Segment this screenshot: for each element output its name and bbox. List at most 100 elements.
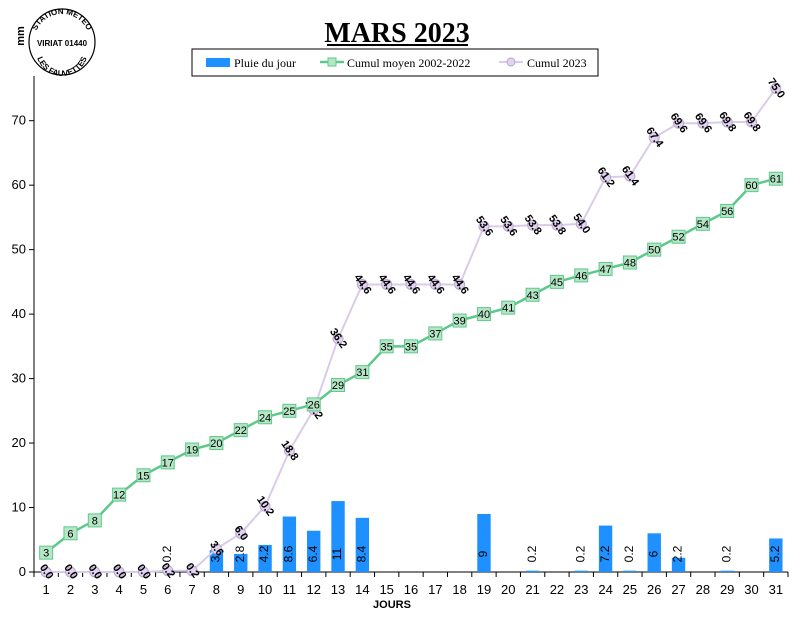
cumul-2023-marker: [113, 566, 125, 578]
x-tick-label: 9: [237, 582, 244, 597]
cumul-2023-marker: [721, 116, 733, 128]
rain-bar: [525, 570, 540, 572]
x-tick-label: 21: [525, 582, 539, 597]
cumul-2023-marker: [527, 219, 539, 231]
logo-middle-text: VIRIAT 01440: [37, 39, 88, 48]
cumul-average-data-label: 46: [575, 270, 587, 282]
x-tick-label: 11: [283, 582, 297, 597]
cumul-2023-marker: [259, 500, 271, 512]
rain-bar: [209, 550, 224, 572]
cumul-average-data-label: 35: [405, 341, 417, 353]
cumul-2023-data-label: 75.0: [765, 76, 787, 100]
y-tick-label: 40: [12, 306, 26, 321]
cumul-2023-marker: [429, 278, 441, 290]
rain-data-label: 9: [476, 550, 490, 557]
rain-data-label: 4.2: [257, 545, 271, 562]
chart-title: MARS 2023: [324, 18, 469, 49]
x-tick-label: 20: [501, 582, 515, 597]
cumul-average-data-label: 39: [454, 316, 466, 328]
rain-data-label: 11: [330, 547, 344, 560]
cumul-average-data-label: 29: [332, 380, 344, 392]
station-logo: STATION METEO VIRIAT 01440 LES FAUVETTES: [28, 7, 96, 78]
rain-bar: [331, 501, 345, 572]
x-tick-label: 8: [213, 582, 220, 597]
y-tick-label: 20: [12, 435, 26, 450]
cumul-average-data-label: 47: [599, 264, 611, 276]
cumul-average-marker: [233, 423, 248, 438]
cumul-average-marker: [112, 487, 127, 502]
rain-bar: [720, 570, 734, 572]
cumul-average-data-label: 61: [770, 174, 782, 186]
legend: Pluie du jour Cumul moyen 2002-2022 Cumu…: [191, 48, 599, 77]
x-tick-label: 31: [769, 582, 783, 597]
y-tick-label: 50: [12, 242, 26, 257]
cumul-average-marker: [160, 455, 175, 470]
cumul-2023-data-label: 69.6: [668, 111, 690, 135]
cumul-2023-data-label: 0.0: [110, 562, 129, 581]
x-tick-label: 2: [67, 582, 74, 597]
cumul-average-data-label: 50: [648, 245, 660, 257]
cumul-2023-data-label: 0.0: [61, 562, 80, 581]
cumul-average-marker: [379, 339, 394, 354]
legend-label-2023: Cumul 2023: [527, 56, 587, 70]
cumul-average-marker: [39, 545, 54, 560]
x-tick-label: 13: [331, 582, 345, 597]
cumul-average-data-label: 56: [721, 206, 733, 218]
y-tick-label: 0: [19, 564, 26, 579]
cumul-average-marker: [574, 268, 589, 283]
cumul-2023-marker: [332, 333, 344, 345]
x-tick-label: 29: [720, 582, 734, 597]
legend-marker-2023: [506, 57, 516, 67]
x-tick-label: 27: [671, 582, 685, 597]
cumul-average-data-label: 41: [502, 303, 514, 315]
cumul-average-marker: [549, 274, 564, 289]
cumul-2023-marker: [673, 117, 685, 129]
cumul-2023-marker: [624, 170, 636, 182]
cumul-2023-data-label: 61.2: [595, 165, 617, 189]
cumul-average-marker: [720, 203, 735, 218]
cumul-2023-marker: [405, 278, 417, 290]
rain-bar: [623, 570, 637, 572]
legend-box: [191, 48, 599, 77]
cumul-average-marker: [63, 526, 78, 541]
cumul-average-marker: [768, 171, 783, 186]
rain-data-label: 8.4: [355, 545, 369, 562]
x-tick-label: 4: [116, 582, 123, 597]
cumul-2023-data-label: 0.0: [86, 562, 105, 581]
cumul-average-marker: [501, 300, 516, 315]
cumul-average-data-label: 20: [210, 438, 222, 450]
x-tick-label: 12: [306, 582, 320, 597]
rain-data-label: 5.2: [768, 545, 782, 562]
x-tick-label: 26: [647, 582, 661, 597]
legend-marker-average: [327, 57, 337, 67]
rain-bar: [769, 538, 783, 572]
cumul-2023-data-label: 18.8: [278, 439, 300, 463]
rain-bar: [477, 513, 491, 572]
cumul-average-data-label: 45: [551, 277, 563, 289]
x-tick-label: 16: [404, 582, 418, 597]
cumul-2023-data-label: 36.2: [327, 326, 349, 350]
cumul-average-marker: [598, 261, 613, 276]
cumul-average-data-label: 19: [186, 445, 198, 457]
rain-data-label: 0.2: [160, 545, 174, 562]
cumul-average-marker: [258, 410, 273, 425]
cumul-2023-data-label: 0.0: [134, 562, 153, 581]
rain-data-label: 2.2: [671, 545, 685, 562]
rain-data-label: 7.2: [598, 545, 612, 562]
x-tick-label: 6: [164, 582, 171, 597]
cumul-2023-marker: [235, 527, 247, 539]
cumul-average-line: [45, 177, 777, 554]
y-tick-label: 70: [12, 113, 26, 128]
cumul-2023-marker: [746, 116, 758, 128]
rain-data-label: 6.4: [306, 545, 320, 562]
cumul-average-marker: [404, 339, 418, 354]
cumul-average-marker: [136, 468, 151, 483]
cumul-2023-marker: [40, 566, 52, 578]
cumul-2023-marker: [551, 219, 563, 231]
x-tick-label: 1: [43, 582, 50, 597]
cumul-2023-marker: [283, 445, 295, 457]
cumul-average-data-label: 37: [429, 328, 441, 340]
cumul-average-marker: [282, 403, 297, 418]
cumul-average-data-label: 35: [381, 341, 393, 353]
y-tick-label: 60: [12, 177, 26, 192]
